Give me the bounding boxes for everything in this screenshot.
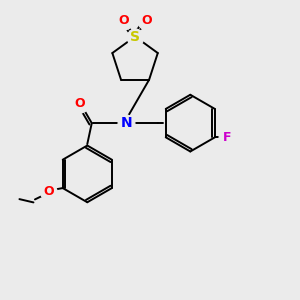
Text: F: F bbox=[223, 131, 232, 144]
Text: S: S bbox=[130, 29, 140, 44]
Text: N: N bbox=[120, 116, 132, 130]
Text: O: O bbox=[43, 184, 54, 198]
Text: O: O bbox=[118, 14, 129, 28]
Text: O: O bbox=[141, 14, 152, 28]
Text: O: O bbox=[74, 97, 85, 110]
